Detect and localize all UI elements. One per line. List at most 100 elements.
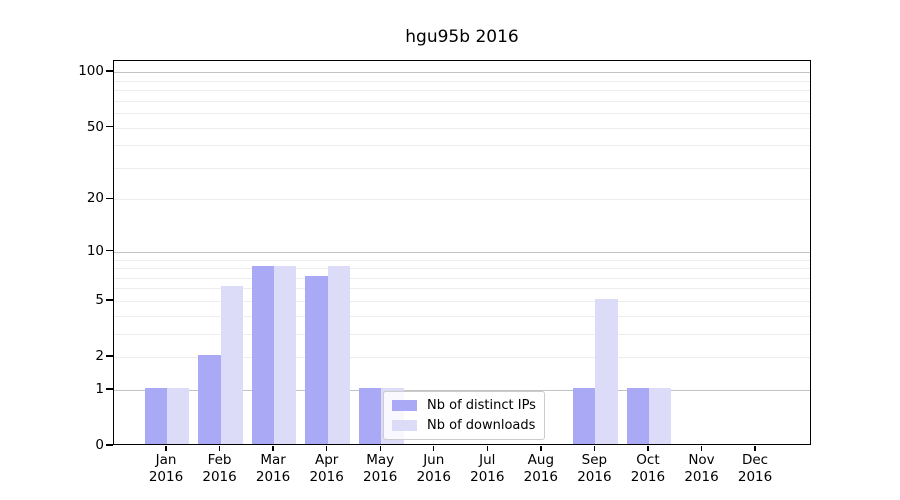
- x-tick-mark: [272, 446, 274, 451]
- legend-label-downloads: Nb of downloads: [427, 418, 536, 433]
- gridline-minor: [114, 300, 810, 302]
- x-tick-mark: [593, 446, 596, 451]
- gridline-minor: [114, 80, 810, 82]
- x-tick-year: 2016: [523, 469, 559, 485]
- bar-downloads-apr: [327, 266, 351, 444]
- bar-distinct-ips-oct: [626, 387, 649, 444]
- gridline-major: [114, 389, 810, 391]
- bar-distinct-ips-sep: [573, 387, 596, 444]
- gridline-minor: [114, 90, 810, 92]
- y-tick-label: 50: [86, 118, 104, 135]
- gridline-minor: [114, 357, 810, 359]
- legend-swatch-distinct-ips: [392, 400, 417, 411]
- gridline-minor: [114, 268, 810, 270]
- y-tick-mark: [106, 125, 113, 128]
- gridline-minor: [114, 127, 810, 129]
- gridline-minor: [114, 167, 810, 169]
- x-tick-label: Jul 2016: [451, 452, 523, 486]
- x-tick-month: Jun: [423, 452, 445, 468]
- chart-title: hgu95b 2016: [405, 27, 519, 47]
- gridline-minor: [114, 315, 810, 317]
- y-tick-mark: [106, 444, 113, 446]
- bar-distinct-ips-feb: [198, 355, 221, 444]
- gridline-minor: [114, 288, 810, 290]
- x-tick-mark: [379, 446, 381, 451]
- x-tick-mark: [325, 446, 328, 451]
- legend-item-downloads: Nb of downloads: [392, 418, 536, 433]
- y-tick-mark: [106, 355, 113, 357]
- x-tick-year: 2016: [255, 469, 291, 485]
- x-tick-label: Nov 2016: [666, 452, 738, 486]
- x-tick-mark: [486, 446, 488, 451]
- y-tick-mark: [106, 299, 113, 301]
- x-tick-month: Sep: [581, 452, 608, 468]
- y-tick-label: 5: [95, 291, 104, 308]
- x-tick-label: Oct 2016: [612, 452, 684, 486]
- x-tick-year: 2016: [470, 469, 505, 485]
- gridline-minor: [114, 277, 810, 279]
- x-tick-month: Feb: [207, 452, 232, 468]
- y-tick-label: 0: [95, 437, 104, 453]
- bar-distinct-ips-apr: [305, 275, 328, 444]
- x-tick-month: Dec: [741, 452, 769, 468]
- x-tick-year: 2016: [202, 469, 237, 485]
- bar-distinct-ips-may: [358, 387, 382, 444]
- x-tick-label: Jan 2016: [130, 452, 202, 486]
- x-tick-month: Mar: [260, 452, 286, 468]
- x-tick-year: 2016: [416, 469, 451, 485]
- x-tick-label: Mar 2016: [237, 452, 309, 486]
- x-tick-mark: [754, 446, 756, 451]
- x-tick-mark: [433, 446, 435, 451]
- x-tick-month: Aug: [527, 452, 555, 468]
- legend-label-distinct-ips: Nb of distinct IPs: [427, 398, 536, 413]
- bar-distinct-ips-jan: [144, 387, 167, 444]
- y-tick-mark: [106, 197, 113, 200]
- x-tick-label: Aug 2016: [505, 452, 577, 486]
- x-tick-mark: [647, 446, 649, 451]
- gridline-minor: [114, 100, 810, 102]
- x-tick-month: May: [366, 452, 395, 468]
- legend: Nb of distinct IPs Nb of downloads: [383, 391, 545, 440]
- x-tick-year: 2016: [309, 469, 344, 485]
- x-tick-label: Jun 2016: [398, 452, 470, 486]
- y-tick-label: 100: [78, 63, 104, 80]
- x-tick-label: Sep 2016: [558, 452, 630, 486]
- y-tick-label: 2: [95, 348, 104, 365]
- y-tick-label: 20: [86, 190, 104, 207]
- x-tick-month: Jul: [479, 452, 496, 468]
- gridline-minor: [114, 113, 810, 115]
- x-tick-mark: [540, 446, 542, 451]
- bar-downloads-sep: [595, 298, 618, 444]
- gridline-major: [114, 251, 810, 253]
- x-tick-mark: [700, 446, 703, 451]
- x-tick-label: May 2016: [344, 452, 416, 486]
- gridline-minor: [114, 145, 810, 147]
- x-tick-year: 2016: [737, 469, 773, 485]
- x-tick-month: Jan: [155, 452, 177, 468]
- x-tick-year: 2016: [148, 469, 184, 485]
- y-tick-label: 1: [95, 380, 104, 397]
- x-tick-year: 2016: [577, 469, 612, 485]
- y-tick-mark: [106, 388, 113, 390]
- x-tick-month: Nov: [688, 452, 715, 468]
- y-tick-mark: [106, 250, 113, 252]
- gridline-major: [114, 72, 810, 74]
- x-tick-year: 2016: [363, 469, 398, 485]
- x-tick-month: Oct: [636, 452, 660, 468]
- x-tick-label: Apr 2016: [291, 452, 363, 486]
- y-tick-label: 10: [86, 242, 104, 259]
- legend-item-distinct-ips: Nb of distinct IPs: [392, 398, 536, 413]
- bar-downloads-oct: [648, 387, 672, 444]
- x-tick-mark: [218, 446, 221, 451]
- x-tick-year: 2016: [684, 469, 719, 485]
- bar-downloads-feb: [220, 286, 243, 444]
- gridline-minor: [114, 333, 810, 335]
- bar-downloads-mar: [274, 266, 297, 444]
- gridline-minor: [114, 259, 810, 261]
- plot-area: [113, 60, 811, 445]
- x-tick-label: Feb 2016: [184, 452, 256, 486]
- bar-downloads-jan: [167, 387, 190, 444]
- legend-swatch-downloads: [392, 420, 417, 431]
- x-tick-year: 2016: [630, 469, 666, 485]
